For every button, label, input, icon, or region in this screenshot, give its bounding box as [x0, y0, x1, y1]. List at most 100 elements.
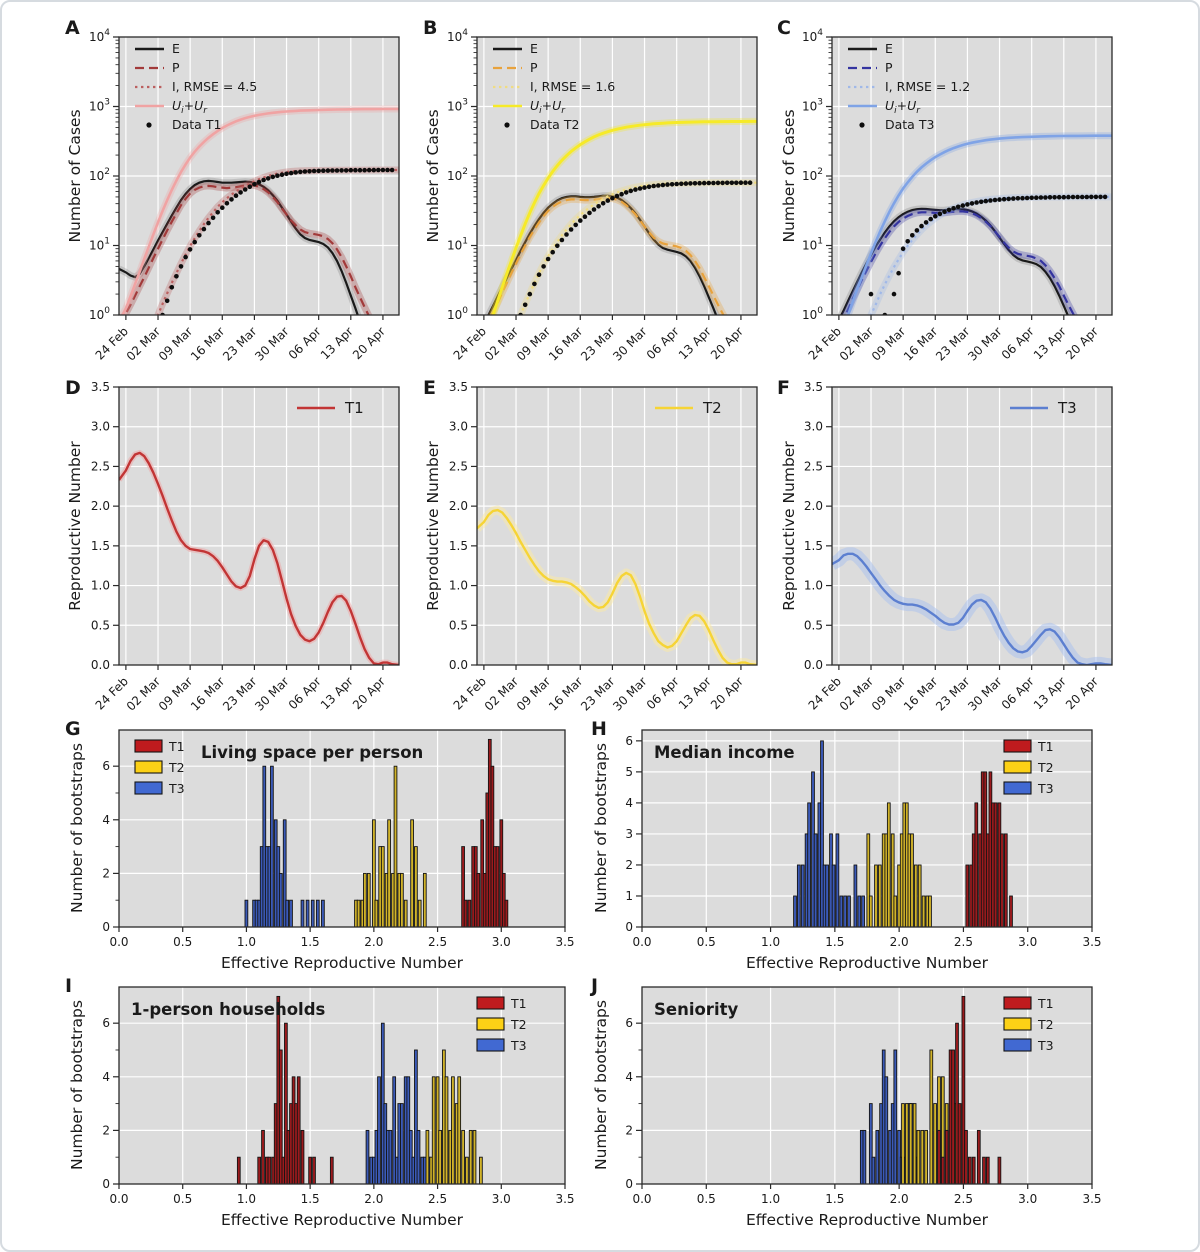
svg-text:1.5: 1.5: [825, 935, 844, 949]
svg-text:13 Apr: 13 Apr: [318, 324, 356, 362]
svg-text:2.0: 2.0: [364, 935, 383, 949]
svg-text:P: P: [530, 60, 538, 75]
svg-text:09 Mar: 09 Mar: [156, 324, 195, 363]
svg-text:104: 104: [447, 28, 468, 44]
svg-text:2.5: 2.5: [954, 935, 973, 949]
panel-title-I: 1-person households: [131, 1000, 326, 1019]
panel-letter-C: C: [777, 17, 791, 39]
svg-text:2: 2: [625, 858, 633, 872]
y-axis-label-E: Reproductive Number: [424, 441, 442, 611]
svg-text:24 Feb: 24 Feb: [93, 324, 131, 362]
data-points-C: [868, 194, 1108, 315]
svg-text:6: 6: [102, 1016, 110, 1030]
svg-text:16 Mar: 16 Mar: [188, 324, 227, 363]
svg-text:1.5: 1.5: [804, 539, 823, 553]
svg-text:23 Mar: 23 Mar: [220, 324, 259, 363]
svg-text:1.0: 1.0: [91, 579, 110, 593]
svg-text:Ui+Ur: Ui+Ur: [885, 98, 921, 116]
svg-text:2.0: 2.0: [449, 499, 468, 513]
svg-text:2.5: 2.5: [428, 935, 447, 949]
bars-I-T1: [236, 995, 334, 1185]
bars-H-T3: [793, 740, 865, 928]
line-B-I: [519, 181, 757, 315]
panel-letter-H: H: [591, 718, 607, 740]
svg-text:6: 6: [102, 759, 110, 773]
svg-text:T1: T1: [168, 739, 185, 754]
svg-text:104: 104: [802, 28, 823, 44]
svg-text:0.0: 0.0: [109, 1192, 128, 1206]
svg-text:0.0: 0.0: [632, 1192, 651, 1206]
svg-text:20 Apr: 20 Apr: [1063, 324, 1101, 362]
svg-text:102: 102: [802, 167, 823, 183]
series-A: [119, 105, 399, 315]
y-axis-label-D: Reproductive Number: [66, 441, 84, 611]
svg-text:Data T3: Data T3: [885, 117, 934, 132]
svg-text:2.5: 2.5: [954, 1192, 973, 1206]
x-axis-label-J: Effective Reproductive Number: [746, 1211, 989, 1229]
svg-text:30 Mar: 30 Mar: [610, 324, 649, 363]
svg-text:06 Apr: 06 Apr: [644, 324, 682, 362]
svg-text:1.0: 1.0: [449, 579, 468, 593]
svg-text:4: 4: [625, 1070, 633, 1084]
svg-text:30 Mar: 30 Mar: [252, 674, 291, 713]
svg-text:13 Apr: 13 Apr: [1031, 674, 1069, 712]
svg-text:4: 4: [625, 796, 633, 810]
svg-text:0.0: 0.0: [91, 658, 110, 672]
svg-text:0.5: 0.5: [173, 935, 192, 949]
svg-text:4: 4: [102, 813, 110, 827]
svg-text:30 Mar: 30 Mar: [252, 324, 291, 363]
y-axis-label-B: Number of Cases: [424, 109, 442, 242]
svg-text:09 Mar: 09 Mar: [869, 674, 908, 713]
svg-text:09 Mar: 09 Mar: [869, 324, 908, 363]
svg-text:3.0: 3.0: [1018, 935, 1037, 949]
svg-text:101: 101: [89, 237, 110, 253]
svg-text:16 Mar: 16 Mar: [188, 674, 227, 713]
legend-F: T3: [1010, 399, 1077, 417]
svg-text:13 Apr: 13 Apr: [676, 324, 714, 362]
svg-text:101: 101: [447, 237, 468, 253]
svg-text:2: 2: [625, 1123, 633, 1137]
svg-text:P: P: [885, 60, 893, 75]
svg-text:0: 0: [625, 1177, 633, 1191]
svg-text:2.5: 2.5: [804, 459, 823, 473]
svg-text:2: 2: [102, 866, 110, 880]
svg-text:3.5: 3.5: [555, 935, 574, 949]
svg-text:Data T2: Data T2: [530, 117, 579, 132]
panel-title-G: Living space per person: [201, 743, 423, 762]
x-axis-label-H: Effective Reproductive Number: [746, 954, 989, 972]
line-C-P: [843, 210, 1076, 315]
svg-text:100: 100: [447, 306, 468, 322]
svg-text:1.5: 1.5: [91, 539, 110, 553]
y-axis-label-H: Number of bootstraps: [592, 743, 610, 913]
svg-text:3.5: 3.5: [1082, 935, 1101, 949]
line-B-U: [491, 119, 757, 315]
svg-text:1.5: 1.5: [301, 935, 320, 949]
svg-text:3.0: 3.0: [91, 420, 110, 434]
panel-letter-E: E: [423, 377, 436, 399]
svg-text:3: 3: [625, 827, 633, 841]
svg-text:T3: T3: [1057, 399, 1077, 417]
svg-text:I, RMSE = 1.6: I, RMSE = 1.6: [530, 79, 615, 94]
svg-text:16 Mar: 16 Mar: [546, 674, 585, 713]
svg-text:24 Feb: 24 Feb: [806, 324, 844, 362]
svg-text:E: E: [172, 41, 180, 56]
y-axis-label-C: Number of Cases: [780, 109, 798, 242]
svg-text:02 Mar: 02 Mar: [482, 324, 521, 363]
svg-text:1.5: 1.5: [301, 1192, 320, 1206]
svg-text:102: 102: [447, 167, 468, 183]
svg-text:3.5: 3.5: [555, 1192, 574, 1206]
svg-text:T1: T1: [344, 399, 364, 417]
svg-text:02 Mar: 02 Mar: [124, 324, 163, 363]
svg-text:102: 102: [89, 167, 110, 183]
svg-text:3.0: 3.0: [804, 420, 823, 434]
svg-text:06 Apr: 06 Apr: [286, 324, 324, 362]
svg-text:T2: T2: [1037, 1017, 1054, 1032]
y-axis-label-F: Reproductive Number: [780, 441, 798, 611]
svg-text:13 Apr: 13 Apr: [318, 674, 356, 712]
line-D-T1: [119, 451, 399, 665]
svg-text:103: 103: [89, 98, 110, 114]
svg-text:23 Mar: 23 Mar: [933, 674, 972, 713]
